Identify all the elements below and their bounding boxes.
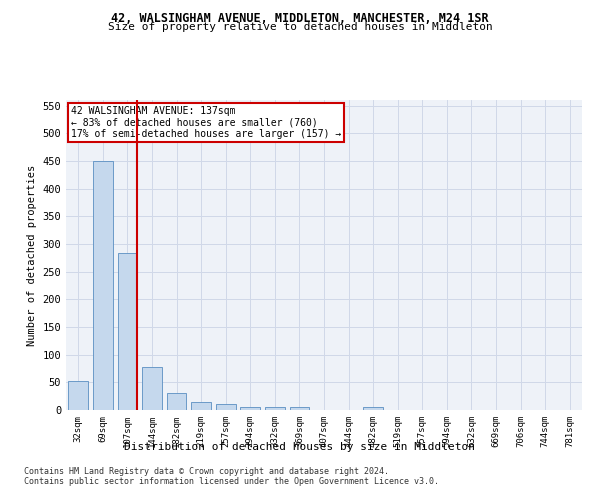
- Text: Distribution of detached houses by size in Middleton: Distribution of detached houses by size …: [125, 442, 476, 452]
- Bar: [241, 407, 260, 410]
- Bar: [118, 254, 137, 410]
- Text: Contains public sector information licensed under the Open Government Licence v3: Contains public sector information licen…: [24, 477, 439, 486]
- Bar: [93, 161, 113, 410]
- Bar: [191, 402, 211, 410]
- Bar: [68, 381, 88, 410]
- Text: 42, WALSINGHAM AVENUE, MIDDLETON, MANCHESTER, M24 1SR: 42, WALSINGHAM AVENUE, MIDDLETON, MANCHE…: [111, 12, 489, 26]
- Bar: [290, 407, 309, 410]
- Bar: [167, 394, 187, 410]
- Bar: [216, 404, 236, 410]
- Bar: [142, 367, 162, 410]
- Y-axis label: Number of detached properties: Number of detached properties: [27, 164, 37, 346]
- Bar: [265, 407, 284, 410]
- Text: 42 WALSINGHAM AVENUE: 137sqm
← 83% of detached houses are smaller (760)
17% of s: 42 WALSINGHAM AVENUE: 137sqm ← 83% of de…: [71, 106, 341, 140]
- Text: Contains HM Land Registry data © Crown copyright and database right 2024.: Contains HM Land Registry data © Crown c…: [24, 467, 389, 476]
- Bar: [364, 407, 383, 410]
- Text: Size of property relative to detached houses in Middleton: Size of property relative to detached ho…: [107, 22, 493, 32]
